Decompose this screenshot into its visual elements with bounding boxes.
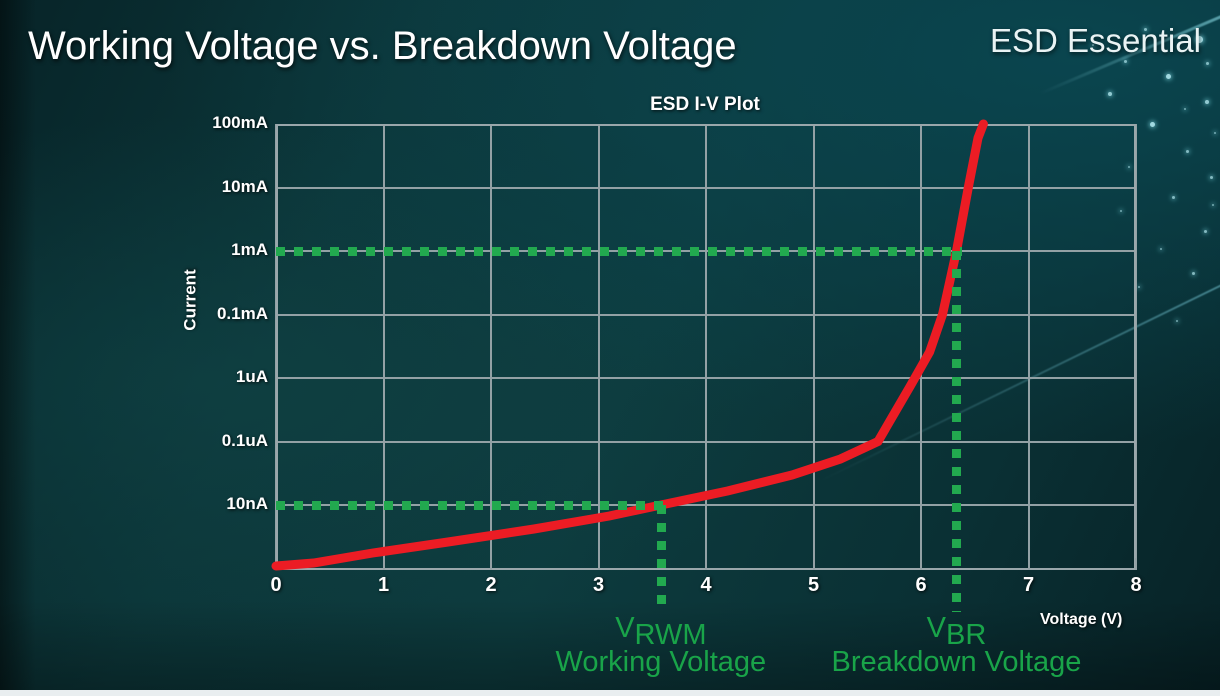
gridline-vertical [1135, 124, 1137, 570]
star-icon [1205, 100, 1209, 104]
star-icon [1204, 230, 1207, 233]
marker-symbol-subscript: BR [945, 618, 987, 651]
star-icon [1160, 248, 1162, 250]
gridline-horizontal [276, 313, 1136, 316]
marker-caption-v-rwm: Working Voltage [555, 646, 767, 678]
star-icon [1172, 196, 1175, 199]
marker-symbol-v-rwm: VRWM [601, 612, 721, 652]
y-tick-label: 0.1mA [216, 303, 268, 323]
marker-symbol-letter: V [926, 612, 946, 644]
star-icon [1150, 122, 1155, 127]
marker-symbol-v-br: VBR [896, 612, 1016, 652]
star-icon [1108, 92, 1112, 96]
x-tick-label: 7 [1022, 574, 1035, 596]
x-tick-label: 3 [592, 574, 605, 596]
background-vignette-bottom [0, 600, 1220, 690]
x-tick-mark [920, 558, 922, 570]
x-axis-title: Voltage (V) [1040, 611, 1123, 628]
gridline-vertical [597, 124, 600, 570]
x-tick-label: 4 [700, 574, 712, 596]
star-icon [1210, 176, 1213, 179]
y-tick-label: 1uA [235, 367, 268, 386]
gridline-vertical [382, 124, 385, 570]
x-tick-mark [382, 558, 385, 570]
star-icon [1092, 44, 1094, 46]
deck-label: ESD Essential [990, 22, 1201, 59]
gridline-horizontal [276, 440, 1136, 443]
marker-line-vertical-v-br [952, 251, 962, 612]
gridline-horizontal [276, 186, 1136, 189]
star-icon [1206, 62, 1209, 65]
star-icon [1144, 28, 1147, 31]
slide-bottom-strip [0, 690, 1220, 696]
x-tick-mark [490, 558, 492, 570]
star-icon [1186, 150, 1189, 153]
gridline-vertical [490, 124, 492, 570]
marker-line-vertical-v-rwm [656, 505, 666, 612]
star-icon [1192, 272, 1195, 275]
star-icon [1124, 60, 1127, 63]
y-tick-label: 100mA [212, 113, 268, 132]
marker-symbol-subscript: RWM [634, 618, 707, 651]
x-tick-mark [1135, 558, 1137, 570]
x-tick-label: 0 [270, 574, 282, 596]
gridline-vertical [705, 124, 707, 570]
gridline-vertical [812, 124, 815, 570]
x-tick-mark [705, 558, 707, 570]
y-tick-label: 10nA [226, 494, 268, 513]
y-tick-label: 10mA [221, 176, 268, 196]
star-icon [1128, 166, 1130, 168]
gridline-horizontal [276, 504, 1136, 506]
gridline-vertical [920, 124, 922, 570]
page-title: Working Voltage vs. Breakdown Voltage [28, 24, 737, 68]
star-icon [1176, 320, 1178, 322]
star-icon [1214, 132, 1216, 134]
x-tick-label: 5 [807, 574, 820, 596]
gridline-vertical [1027, 124, 1030, 570]
chart-title: ESD I-V Plot [650, 94, 760, 115]
x-tick-label: 1 [377, 574, 390, 596]
marker-line-horizontal-v-rwm [276, 501, 667, 510]
star-icon [1166, 74, 1171, 79]
star-icon [1138, 286, 1140, 288]
star-icon [1196, 36, 1203, 43]
marker-line-horizontal-v-br [276, 247, 963, 256]
y-tick-label: 0.1uA [221, 430, 268, 450]
x-tick-mark [597, 558, 600, 570]
y-tick-label: 1mA [231, 240, 268, 259]
x-tick-label: 2 [485, 574, 497, 596]
marker-symbol-letter: V [615, 612, 635, 644]
x-tick-mark [1027, 558, 1030, 570]
background-vignette-left [0, 0, 36, 696]
star-icon [1184, 108, 1186, 110]
gridline-horizontal [276, 377, 1136, 379]
x-tick-label: 6 [915, 574, 927, 596]
star-icon [1120, 210, 1122, 212]
star-icon [1212, 204, 1214, 206]
marker-caption-v-br: Breakdown Voltage [831, 646, 1082, 678]
x-tick-mark [812, 558, 815, 570]
x-tick-label: 8 [1130, 574, 1142, 596]
